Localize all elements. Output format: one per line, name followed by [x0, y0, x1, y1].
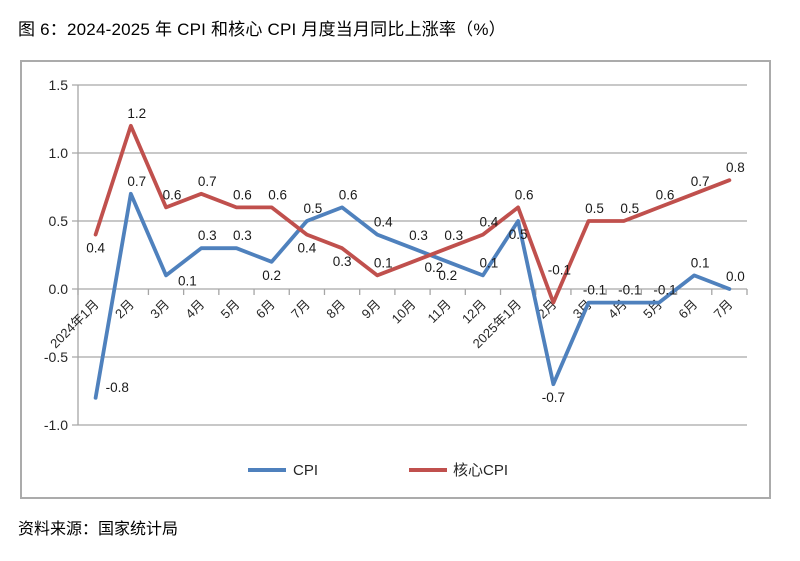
cpi-data-label: 0.1: [480, 255, 499, 270]
y-axis-label: -1.0: [44, 417, 68, 433]
source-note: 资料来源：国家统计局: [18, 521, 179, 538]
figure-title: 图 6：2024-2025 年 CPI 和核心 CPI 月度当月同比上涨率（%）: [18, 20, 506, 39]
core-cpi-data-label: 0.1: [374, 255, 393, 270]
core-cpi-data-label: -0.1: [548, 263, 571, 278]
cpi-data-label: 0.5: [509, 227, 528, 242]
cpi-data-label: 0.6: [339, 187, 358, 202]
cpi-data-label: 0.2: [438, 268, 457, 283]
core-cpi-data-label: 0.5: [620, 201, 639, 216]
core-cpi-data-label: 0.8: [726, 160, 745, 175]
y-axis-label: 1.0: [49, 145, 69, 161]
cpi-data-label: -0.7: [542, 390, 565, 405]
x-axis-label: 12月: [459, 297, 489, 327]
core-cpi-data-label: 0.3: [333, 254, 352, 269]
legend-core-cpi-label: 核心CPI: [453, 462, 508, 479]
cpi-core-cpi-line-chart: 1.5 1.0 0.5 0.0 -0.5 -1.0 2024年1月 2月 3月 4月 5月 6月 7月 8…: [44, 77, 748, 479]
cpi-data-label: 0.1: [178, 273, 197, 288]
cpi-data-label: -0.8: [106, 380, 129, 395]
core-cpi-data-label: 0.6: [268, 187, 287, 202]
x-axis-label: 4月: [605, 297, 630, 322]
cpi-data-label: -0.1: [583, 283, 606, 298]
core-cpi-data-label: 0.6: [163, 187, 182, 202]
cpi-line: [93, 191, 732, 400]
core-cpi-data-label: 0.2: [425, 260, 444, 275]
cpi-data-label: 0.0: [726, 269, 745, 284]
y-axis-label: 0.0: [49, 281, 69, 297]
cpi-data-label: 0.3: [409, 228, 428, 243]
cpi-data-label: 0.3: [198, 228, 217, 243]
chart-frame: 1.5 1.0 0.5 0.0 -0.5 -1.0 2024年1月 2月 3月 4月 5月 6月 7月 8…: [20, 60, 771, 499]
core-cpi-data-label: 0.4: [480, 215, 499, 230]
legend-cpi-label: CPI: [293, 462, 318, 479]
x-axis-label: 8月: [323, 297, 348, 322]
core-cpi-data-label: 0.6: [515, 187, 534, 202]
core-cpi-data-label: 0.3: [444, 228, 463, 243]
x-axis-label: 10月: [389, 297, 419, 327]
core-cpi-data-label: 0.7: [691, 174, 710, 189]
core-cpi-data-label: 0.6: [233, 187, 252, 202]
core-cpi-line: [93, 123, 732, 305]
cpi-data-label: -0.1: [618, 283, 641, 298]
cpi-data-label: 0.1: [691, 255, 710, 270]
x-axis-label: 6月: [675, 297, 700, 322]
cpi-data-label: 0.2: [262, 268, 281, 283]
cpi-data-label: -0.1: [653, 283, 676, 298]
cpi-data-label: 0.7: [127, 174, 146, 189]
x-axis-label: 3月: [147, 297, 172, 322]
x-axis-label: 7月: [711, 297, 736, 322]
cpi-data-label: 0.5: [303, 201, 322, 216]
x-axis-label: 5月: [218, 297, 243, 322]
x-axis-label: 7月: [288, 297, 313, 322]
y-axis-label: 1.5: [49, 77, 69, 93]
core-cpi-data-label: 0.5: [585, 201, 604, 216]
x-axis-label: 4月: [182, 297, 207, 322]
cpi-data-label: 0.3: [233, 228, 252, 243]
core-cpi-data-label: 0.7: [198, 174, 217, 189]
core-cpi-data-label: 0.4: [297, 241, 316, 256]
y-axis-label: 0.5: [49, 213, 69, 229]
core-cpi-data-label: 1.2: [127, 106, 146, 121]
x-axis-label: 9月: [358, 297, 383, 322]
x-axis-label: 11月: [424, 297, 453, 326]
core-cpi-data-label: 0.4: [86, 241, 105, 256]
core-cpi-data-label: 0.6: [656, 187, 675, 202]
x-axis-label: 2月: [112, 297, 137, 322]
cpi-data-label: 0.4: [374, 215, 393, 230]
x-axis-label: 6月: [253, 297, 278, 322]
x-axis-label: 2024年1月: [47, 297, 102, 352]
y-axis-label: -0.5: [44, 349, 68, 365]
